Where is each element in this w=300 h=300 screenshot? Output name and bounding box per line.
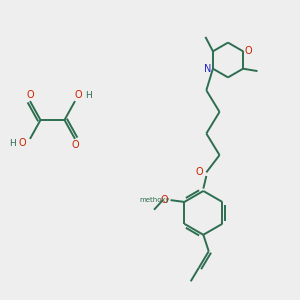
Text: O: O (19, 138, 27, 148)
Text: O: O (196, 167, 203, 177)
Text: methoxy: methoxy (139, 197, 170, 203)
Text: O: O (71, 140, 79, 150)
Text: O: O (245, 46, 252, 56)
Text: H: H (85, 91, 92, 100)
Text: O: O (161, 195, 168, 205)
Text: H: H (9, 139, 16, 148)
Text: O: O (75, 90, 83, 100)
Text: O: O (26, 90, 34, 100)
Text: N: N (204, 64, 211, 74)
